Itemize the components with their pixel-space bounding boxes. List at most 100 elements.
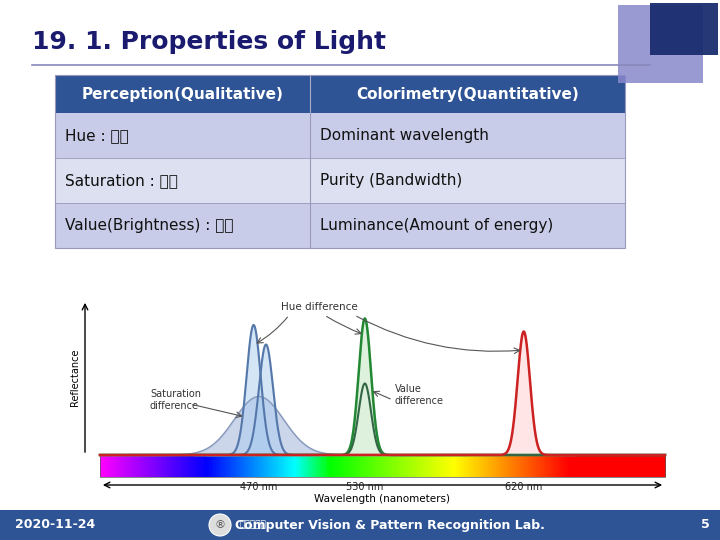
Bar bbox=[494, 455, 496, 477]
Bar bbox=[488, 455, 490, 477]
Bar bbox=[416, 455, 418, 477]
Bar bbox=[178, 455, 179, 477]
Bar bbox=[664, 455, 665, 477]
Bar bbox=[600, 455, 602, 477]
Bar bbox=[544, 455, 546, 477]
Bar bbox=[583, 455, 585, 477]
Text: Hue : 색상: Hue : 색상 bbox=[65, 128, 129, 143]
Bar bbox=[343, 455, 345, 477]
Bar bbox=[655, 455, 657, 477]
Bar bbox=[361, 455, 363, 477]
Bar bbox=[132, 455, 135, 477]
Bar bbox=[228, 455, 230, 477]
Bar bbox=[354, 455, 356, 477]
Bar bbox=[508, 455, 510, 477]
Text: 620 nm: 620 nm bbox=[505, 482, 542, 492]
Bar bbox=[636, 455, 639, 477]
Bar bbox=[102, 455, 104, 477]
Bar bbox=[134, 455, 136, 477]
Bar bbox=[137, 455, 139, 477]
Bar bbox=[323, 455, 325, 477]
Bar bbox=[100, 455, 665, 477]
Bar bbox=[288, 455, 289, 477]
Bar bbox=[219, 455, 220, 477]
Bar bbox=[498, 455, 500, 477]
Bar bbox=[638, 455, 640, 477]
Bar bbox=[651, 455, 653, 477]
Bar bbox=[265, 455, 267, 477]
Bar bbox=[176, 455, 178, 477]
Bar bbox=[539, 455, 541, 477]
Text: 530 nm: 530 nm bbox=[346, 482, 384, 492]
Bar bbox=[546, 455, 548, 477]
Bar bbox=[55, 75, 625, 113]
Bar bbox=[130, 455, 132, 477]
Bar bbox=[497, 455, 499, 477]
Bar bbox=[472, 455, 474, 477]
Bar bbox=[237, 455, 239, 477]
Bar bbox=[436, 455, 438, 477]
Bar bbox=[248, 455, 251, 477]
Bar bbox=[275, 455, 277, 477]
Bar bbox=[541, 455, 543, 477]
Text: 2020-11-24: 2020-11-24 bbox=[15, 518, 95, 531]
Bar bbox=[400, 455, 401, 477]
Bar bbox=[182, 455, 184, 477]
Bar bbox=[518, 455, 520, 477]
Bar bbox=[131, 455, 133, 477]
Bar bbox=[504, 455, 506, 477]
Bar bbox=[257, 455, 258, 477]
Bar bbox=[456, 455, 458, 477]
Bar bbox=[384, 455, 386, 477]
Bar bbox=[484, 455, 486, 477]
Bar bbox=[271, 455, 273, 477]
Bar bbox=[287, 455, 289, 477]
Bar bbox=[375, 455, 377, 477]
Bar bbox=[586, 455, 588, 477]
Bar bbox=[350, 455, 352, 477]
Bar bbox=[603, 455, 605, 477]
Bar bbox=[453, 455, 455, 477]
Bar bbox=[289, 455, 291, 477]
Bar bbox=[590, 455, 592, 477]
Bar bbox=[595, 455, 598, 477]
Bar bbox=[545, 455, 547, 477]
Bar bbox=[585, 455, 586, 477]
Bar bbox=[194, 455, 197, 477]
Bar bbox=[325, 455, 326, 477]
Bar bbox=[657, 455, 658, 477]
Bar bbox=[575, 455, 577, 477]
Bar bbox=[538, 455, 540, 477]
Bar bbox=[469, 455, 471, 477]
Bar bbox=[316, 455, 318, 477]
Bar bbox=[639, 455, 642, 477]
Bar bbox=[595, 455, 596, 477]
Bar bbox=[332, 455, 333, 477]
Bar bbox=[503, 455, 505, 477]
Bar bbox=[511, 455, 513, 477]
Bar bbox=[302, 455, 304, 477]
Bar bbox=[253, 455, 254, 477]
Bar bbox=[563, 455, 565, 477]
Bar bbox=[410, 455, 411, 477]
Bar bbox=[660, 455, 661, 477]
Bar bbox=[536, 455, 539, 477]
Bar bbox=[216, 455, 217, 477]
Bar bbox=[559, 455, 561, 477]
Bar bbox=[109, 455, 110, 477]
Bar bbox=[385, 455, 387, 477]
Bar bbox=[212, 455, 214, 477]
Bar bbox=[420, 455, 423, 477]
Bar bbox=[185, 455, 186, 477]
Bar bbox=[209, 455, 211, 477]
Bar bbox=[55, 158, 625, 203]
Bar bbox=[274, 455, 276, 477]
Bar bbox=[557, 455, 558, 477]
Bar bbox=[222, 455, 223, 477]
Bar bbox=[121, 455, 123, 477]
Bar bbox=[278, 455, 280, 477]
Bar bbox=[606, 455, 608, 477]
Text: 470 nm: 470 nm bbox=[240, 482, 278, 492]
Bar bbox=[369, 455, 370, 477]
Bar bbox=[250, 455, 251, 477]
